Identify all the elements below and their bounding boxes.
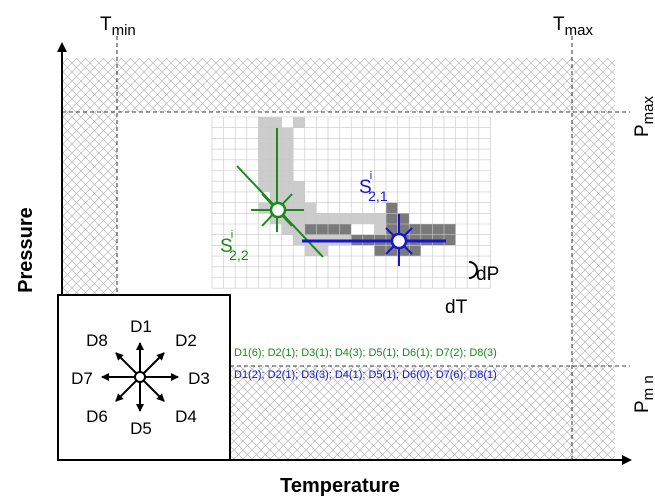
occupied-cell xyxy=(270,159,282,171)
occupied-cell xyxy=(281,138,294,150)
dp-label: dP xyxy=(476,264,499,285)
occupied-cell xyxy=(328,213,340,224)
occupied-cell xyxy=(281,181,294,192)
occupied-cell xyxy=(304,245,317,257)
state-s21-center xyxy=(390,232,408,250)
direction-label-d8: D8 xyxy=(86,331,108,350)
occupied-cell xyxy=(281,170,294,182)
occupied-cell xyxy=(281,191,294,203)
occupied-cell xyxy=(374,224,386,235)
occupied-cell xyxy=(293,181,305,192)
occupied-cell xyxy=(258,181,270,192)
occupied-cell xyxy=(270,213,282,224)
occupied-cell xyxy=(397,213,410,224)
occupied-cell xyxy=(281,127,294,139)
occupied-cell xyxy=(362,213,375,224)
occupied-cell xyxy=(270,181,282,192)
occupied-cell xyxy=(258,127,270,139)
occupied-cell xyxy=(444,234,456,246)
occupied-cell xyxy=(258,170,270,182)
occupied-cell xyxy=(281,149,294,160)
t-max-label: Tmax xyxy=(553,14,593,39)
occupied-cell xyxy=(304,213,317,224)
p-min-label: Pm n xyxy=(632,375,655,413)
occupied-cells xyxy=(258,117,456,257)
occupied-cell xyxy=(270,149,282,160)
direction-label-d1: D1 xyxy=(130,317,152,336)
occupied-cell xyxy=(293,213,305,224)
occupied-cell xyxy=(316,224,328,235)
occupied-cell xyxy=(420,224,433,235)
occupied-cell xyxy=(258,138,270,150)
direction-origin xyxy=(134,371,146,383)
cell-size-marker xyxy=(468,261,478,279)
occupied-cell xyxy=(386,245,398,257)
direction-label-d6: D6 xyxy=(86,407,108,426)
occupied-cell xyxy=(293,224,305,235)
state-s22-center xyxy=(269,201,287,219)
occupied-cell xyxy=(281,159,294,171)
state-s22-label: Si 2,2 xyxy=(220,229,249,263)
occupied-cell xyxy=(293,117,305,128)
green-direction-counts: D1(6); D2(1); D3(1); D4(3); D5(1); D6(1)… xyxy=(234,347,497,359)
occupied-cell xyxy=(293,202,305,214)
direction-label-d5: D5 xyxy=(130,419,152,438)
occupied-cell xyxy=(444,224,456,235)
occupied-cell xyxy=(293,234,305,246)
occupied-cell xyxy=(409,224,421,235)
occupied-cell xyxy=(339,224,352,235)
occupied-cell xyxy=(258,159,270,171)
occupied-cell xyxy=(270,138,282,150)
occupied-cell xyxy=(258,202,270,214)
state-s21-label: Si 2,1 xyxy=(359,170,388,204)
direction-label-d4: D4 xyxy=(175,407,197,426)
t-min-label: Tmin xyxy=(100,14,136,39)
occupied-cell xyxy=(270,127,282,139)
occupied-cell xyxy=(304,224,317,235)
p-max-label: Pmax xyxy=(632,95,655,137)
occupied-cell xyxy=(386,202,398,214)
occupied-cell xyxy=(374,213,386,224)
occupied-cell xyxy=(281,202,294,214)
direction-label-d3: D3 xyxy=(188,369,210,388)
occupied-cell xyxy=(304,202,317,214)
occupied-cell xyxy=(270,117,282,128)
occupied-cell xyxy=(351,213,363,224)
y-axis-title: Pressure xyxy=(15,207,37,293)
occupied-cell xyxy=(386,224,398,235)
occupied-cell xyxy=(432,224,444,235)
x-axis-title: Temperature xyxy=(280,475,400,497)
blue-direction-counts: D1(2); D2(1); D3(3); D4(1); D5(1); D6(0)… xyxy=(234,369,497,381)
occupied-cell xyxy=(316,213,328,224)
occupied-cell xyxy=(397,224,410,235)
discretization-grid xyxy=(211,116,491,289)
direction-label-d7: D7 xyxy=(71,369,93,388)
occupied-cell xyxy=(258,117,270,128)
occupied-cell xyxy=(281,224,294,235)
direction-label-d2: D2 xyxy=(175,331,197,350)
occupied-cell xyxy=(386,213,398,224)
occupied-cell xyxy=(374,245,386,257)
occupied-cell xyxy=(397,245,410,257)
occupied-cell xyxy=(293,191,305,203)
occupied-cell xyxy=(258,149,270,160)
occupied-cell xyxy=(270,191,282,203)
occupied-cell xyxy=(270,170,282,182)
occupied-cell xyxy=(339,213,352,224)
dt-label: dT xyxy=(445,297,468,318)
occupied-cell xyxy=(409,245,421,257)
occupied-cell xyxy=(328,224,340,235)
occupied-cell xyxy=(316,245,328,257)
